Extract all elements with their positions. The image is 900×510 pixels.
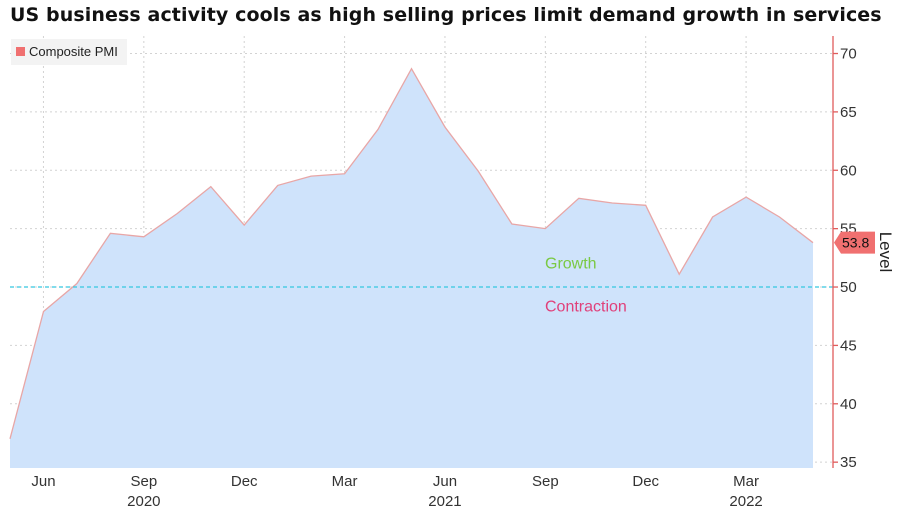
y-tick-label-70: 70 (840, 46, 857, 63)
series-line-composite-pmi (9, 67, 814, 439)
x-axis-years: 2020 2021 2022 (127, 493, 763, 510)
y-tick-label-35: 35 (840, 454, 857, 471)
legend-box (11, 39, 127, 65)
y-tick-label-40: 40 (840, 396, 857, 413)
x-year-label-2020: 2020 (127, 493, 160, 510)
y-tick-label-50: 50 (840, 279, 857, 296)
y-axis-label: Level (876, 232, 895, 273)
x-year-label-2021: 2021 (428, 493, 461, 510)
last-value-tag (834, 231, 875, 254)
last-value-marker: 53.8 (834, 231, 875, 254)
legend: Composite PMI (11, 39, 127, 65)
chart-title: US business activity cools as high selli… (10, 4, 882, 26)
x-tick-label-jun-1: Jun (31, 473, 55, 490)
annotation-contraction: Contraction (545, 299, 627, 316)
x-tick-label-jun-13: Jun (433, 473, 457, 490)
x-tick-label-mar-10: Mar (332, 473, 358, 490)
last-value-label: 53.8 (842, 235, 869, 251)
x-tick-label-dec-19: Dec (632, 473, 659, 490)
x-axis-ticks: Jun Sep Dec Mar Jun Sep Dec Mar (31, 473, 759, 490)
x-tick-label-sep-16: Sep (532, 473, 559, 490)
legend-swatch-composite-pmi (16, 47, 25, 56)
x-tick-label-sep-4: Sep (130, 473, 157, 490)
y-tick-label-45: 45 (840, 337, 857, 354)
series-area-composite-pmi (10, 68, 813, 468)
y-tick-label-65: 65 (840, 104, 857, 121)
annotation-growth: Growth (545, 255, 597, 272)
legend-label-composite-pmi: Composite PMI (29, 44, 118, 59)
x-tick-label-dec-7: Dec (231, 473, 258, 490)
x-year-label-2022: 2022 (729, 493, 762, 510)
x-tick-label-mar-22: Mar (733, 473, 759, 490)
y-tick-label-60: 60 (840, 162, 857, 179)
